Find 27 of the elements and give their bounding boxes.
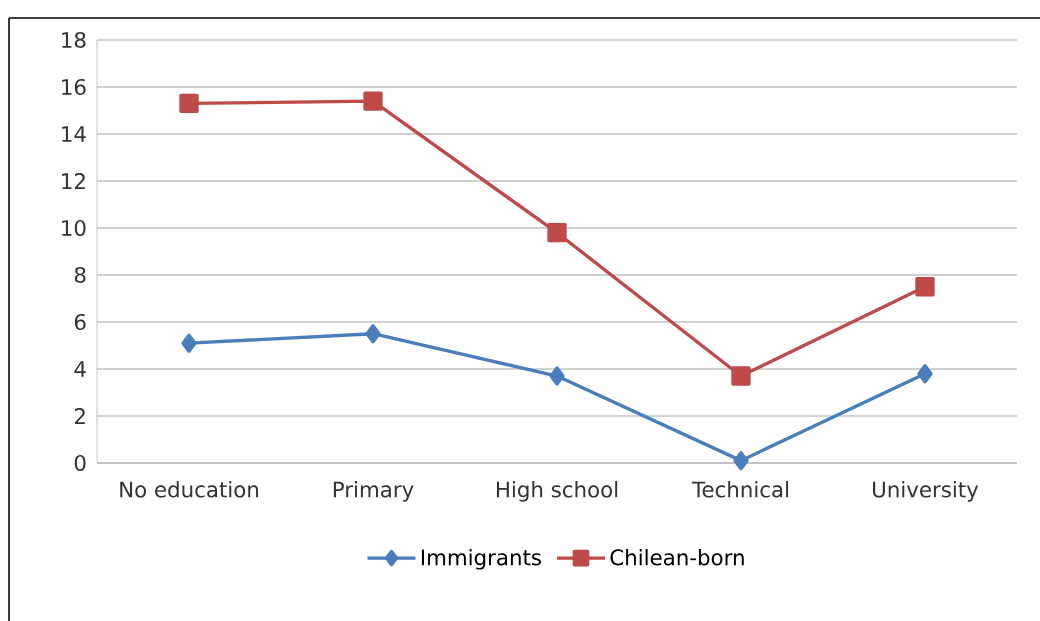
y-tick-label: 0 [74,454,86,472]
point [915,277,935,297]
y-tick-label: 4 [74,361,86,377]
point [917,364,933,384]
point [731,366,751,386]
y-tick-label: 18 [62,31,86,49]
point [181,333,197,353]
y-tick-label: 14 [62,126,86,142]
y-tick-label: 6 [74,313,86,331]
y-tick-label: 2 [74,408,85,424]
x-tick-label: University [873,481,979,502]
x-tick-label: Technical [691,481,789,498]
x-tick-label: High school [496,481,618,502]
legend-label: Immigrants [421,548,541,570]
x-tick-label: No education [120,481,259,498]
y-tick-label: 10 [62,219,86,237]
point [733,450,749,471]
legend-label: Chilean-born [610,548,744,566]
point [549,366,565,386]
point [179,93,199,114]
y-tick-label: 16 [62,78,86,96]
x-tick-label: Primary [333,481,414,502]
y-tick-label: 12 [62,173,85,189]
point [547,223,567,243]
point [365,324,381,344]
point [363,91,383,111]
y-tick-label: 8 [74,266,86,284]
